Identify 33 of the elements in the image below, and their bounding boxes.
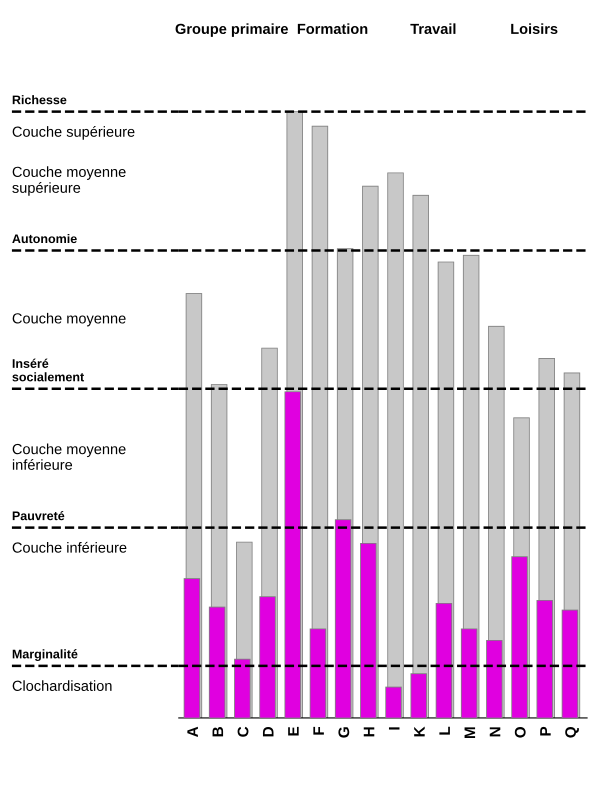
x-tick-label: P (540, 726, 551, 736)
x-tick-label: C (238, 726, 248, 737)
text: Travail (410, 23, 456, 34)
x-tick-label: D (262, 726, 274, 736)
x-tick-label: M (464, 727, 476, 738)
x-tick-label: I (388, 727, 400, 730)
ref-line-label: Pauvreté (12, 510, 64, 520)
x-tick-label: E (288, 726, 299, 736)
bar (387, 172, 404, 718)
bar (412, 194, 429, 718)
text: Couche moyenne supérieure (12, 166, 126, 196)
x-tick-label: N (490, 727, 500, 736)
text: Couche moyenne inférieure (12, 444, 126, 470)
x-tick-label: O (514, 726, 526, 738)
x-tick-label: H (364, 727, 374, 736)
x-tick-label: G (338, 727, 350, 738)
text: Groupe primaire (176, 23, 288, 37)
x-tick-label: Q (565, 726, 579, 738)
ref-line-label: Richesse (12, 95, 66, 104)
text: Clochardisation (12, 680, 112, 691)
ref-line-label: Inséré socialement (12, 358, 84, 382)
text: Loisirs (511, 23, 558, 34)
text: Formation (298, 23, 368, 34)
x-tick-label: K (414, 726, 425, 736)
ref-line-label: Autonomie (12, 234, 77, 244)
x-tick-label: B (212, 727, 224, 736)
x-tick-label: L (439, 726, 450, 735)
x-tick-label: F (313, 726, 324, 735)
x-tick-label: A (187, 726, 198, 737)
text: Couche moyenne (12, 312, 126, 326)
text: Couche inférieure (12, 542, 126, 553)
text: Couche supérieure (12, 126, 134, 140)
ref-line-label: Marginalité (12, 649, 78, 661)
